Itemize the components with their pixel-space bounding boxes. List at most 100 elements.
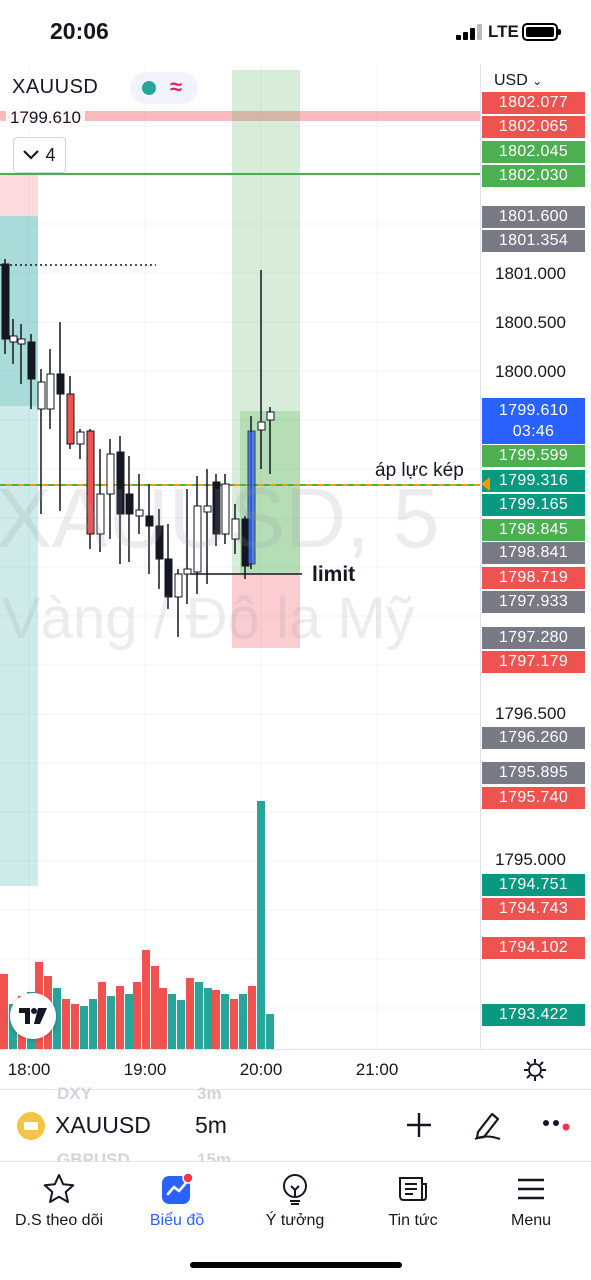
- time-label: 21:00: [355, 1060, 399, 1079]
- gold-symbol-icon: [17, 1112, 45, 1140]
- candle-body: [164, 558, 173, 598]
- currency-select[interactable]: USD ⌄: [494, 72, 542, 90]
- chevron-down-icon: [23, 150, 40, 160]
- annotation-limit[interactable]: limit: [312, 563, 356, 586]
- chart-settings-button[interactable]: [523, 1058, 547, 1082]
- time-label: 19:00: [123, 1060, 167, 1079]
- volume-bar: [230, 999, 238, 1049]
- nav-ideas[interactable]: Ý tưởng: [236, 1172, 354, 1230]
- nav-chart[interactable]: Biểu đồ: [118, 1172, 236, 1230]
- annotation-pressure[interactable]: áp lực kép: [375, 460, 464, 481]
- more-dots-icon: [543, 1120, 570, 1131]
- indicators-toggle-button[interactable]: 4: [13, 137, 66, 173]
- candle-body: [56, 373, 65, 395]
- volume-bar: [151, 966, 159, 1049]
- chart-canvas[interactable]: [0, 64, 480, 1049]
- price-tag: 1798.845: [482, 519, 585, 541]
- plus-icon: [407, 1113, 431, 1137]
- volume-bar: [248, 986, 256, 1049]
- price-band: [0, 111, 480, 121]
- price-tag: 1797.933: [482, 591, 585, 613]
- volume-bar: [62, 999, 70, 1049]
- price-tag: 1795.895: [482, 762, 585, 784]
- candle-body: [257, 421, 266, 431]
- price-tag: 1794.102: [482, 937, 585, 959]
- realtime-icon: ≈: [170, 74, 183, 99]
- interval-button[interactable]: 5m: [195, 1112, 227, 1138]
- volume-bar: [266, 1014, 274, 1049]
- candle-body: [27, 341, 36, 380]
- nav-label: Tin tức: [388, 1212, 438, 1229]
- tradingview-icon: [19, 1008, 47, 1024]
- nav-label: Ý tưởng: [265, 1212, 325, 1229]
- volume-bar: [257, 801, 265, 1049]
- candle-body: [1, 263, 10, 340]
- battery-icon: [522, 23, 561, 41]
- candle-body: [183, 568, 192, 575]
- more-button[interactable]: [540, 1108, 574, 1142]
- currency-label: USD: [494, 72, 528, 89]
- add-button[interactable]: [402, 1108, 436, 1142]
- price-tick-label: 1795.000: [495, 850, 566, 869]
- price-tag: 1794.743: [482, 898, 585, 920]
- candle-body: [125, 493, 134, 515]
- chart-symbol[interactable]: XAUUSD: [12, 76, 99, 98]
- price-tick-label: 1800.500: [495, 313, 566, 332]
- time-label: 18:00: [7, 1060, 51, 1079]
- candle-body: [9, 335, 18, 343]
- status-time: 20:06: [50, 18, 109, 44]
- volume-bar: [133, 982, 141, 1049]
- candle-body: [37, 381, 46, 410]
- price-tag: 1797.179: [482, 651, 585, 673]
- lightbulb-icon: [283, 1174, 307, 1205]
- ghost-interval-above: 3m: [197, 1084, 222, 1103]
- volume-bar: [80, 1006, 88, 1049]
- nav-menu[interactable]: Menu: [472, 1172, 590, 1230]
- nav-label: Menu: [510, 1212, 552, 1229]
- pressure-arrow-icon: [481, 477, 490, 491]
- price-scale[interactable]: 1802.077 1802.065 1802.045 1802.030 1801.600…: [480, 64, 591, 1049]
- price-tag: 1795.740: [482, 787, 585, 809]
- volume-bar: [125, 994, 133, 1049]
- hamburger-icon: [518, 1178, 544, 1200]
- volume-bar: [168, 994, 176, 1049]
- candle-body: [46, 373, 55, 410]
- drawing-tools-button[interactable]: [470, 1108, 504, 1142]
- price-tag: 1798.841: [482, 542, 585, 564]
- nav-label: D.S theo dõi: [14, 1212, 104, 1229]
- bottom-nav: D.S theo dõi Biểu đồ Ý tưởng Tin tức Men…: [0, 1161, 591, 1280]
- candle-body: [203, 505, 212, 513]
- candle-body: [247, 430, 256, 565]
- price-tag: 1802.065: [482, 116, 585, 138]
- candle-body: [66, 393, 75, 445]
- tradingview-logo[interactable]: [10, 993, 56, 1039]
- volume-bar: [0, 974, 8, 1049]
- candle-body: [116, 451, 125, 515]
- nav-watchlist[interactable]: D.S theo dõi: [0, 1172, 118, 1230]
- news-icon: [399, 1177, 427, 1201]
- price-tag: 1802.077: [482, 92, 585, 114]
- price-tick-label: 1796.500: [495, 704, 566, 723]
- nav-news[interactable]: Tin tức: [354, 1172, 472, 1230]
- volume-bar: [89, 999, 97, 1049]
- candle-body: [96, 493, 105, 535]
- loss-zone: [0, 174, 38, 216]
- candle-body: [212, 481, 221, 535]
- volume-bar: [71, 1004, 79, 1049]
- candle-body: [135, 509, 144, 517]
- candle-body: [174, 573, 183, 598]
- volume-bar: [53, 988, 61, 1049]
- price-tag: 1802.045: [482, 141, 585, 163]
- market-open-icon: [142, 81, 156, 95]
- last-price-tag: 1799.610 03:46: [482, 398, 585, 444]
- signal-icon: [456, 24, 482, 40]
- chevron-down-icon: ⌄: [532, 74, 543, 88]
- ghost-symbol-above: DXY: [57, 1084, 92, 1103]
- market-status-pill[interactable]: ≈: [130, 72, 198, 104]
- price-tag: 1798.719: [482, 567, 585, 589]
- symbol-name-button[interactable]: XAUUSD: [55, 1112, 151, 1138]
- price-tick-label: 1800.000: [495, 362, 566, 381]
- price-tag: 1799.165: [482, 494, 585, 516]
- time-axis[interactable]: 18:00 19:00 20:00 21:00: [0, 1049, 591, 1089]
- candle-body: [86, 430, 95, 535]
